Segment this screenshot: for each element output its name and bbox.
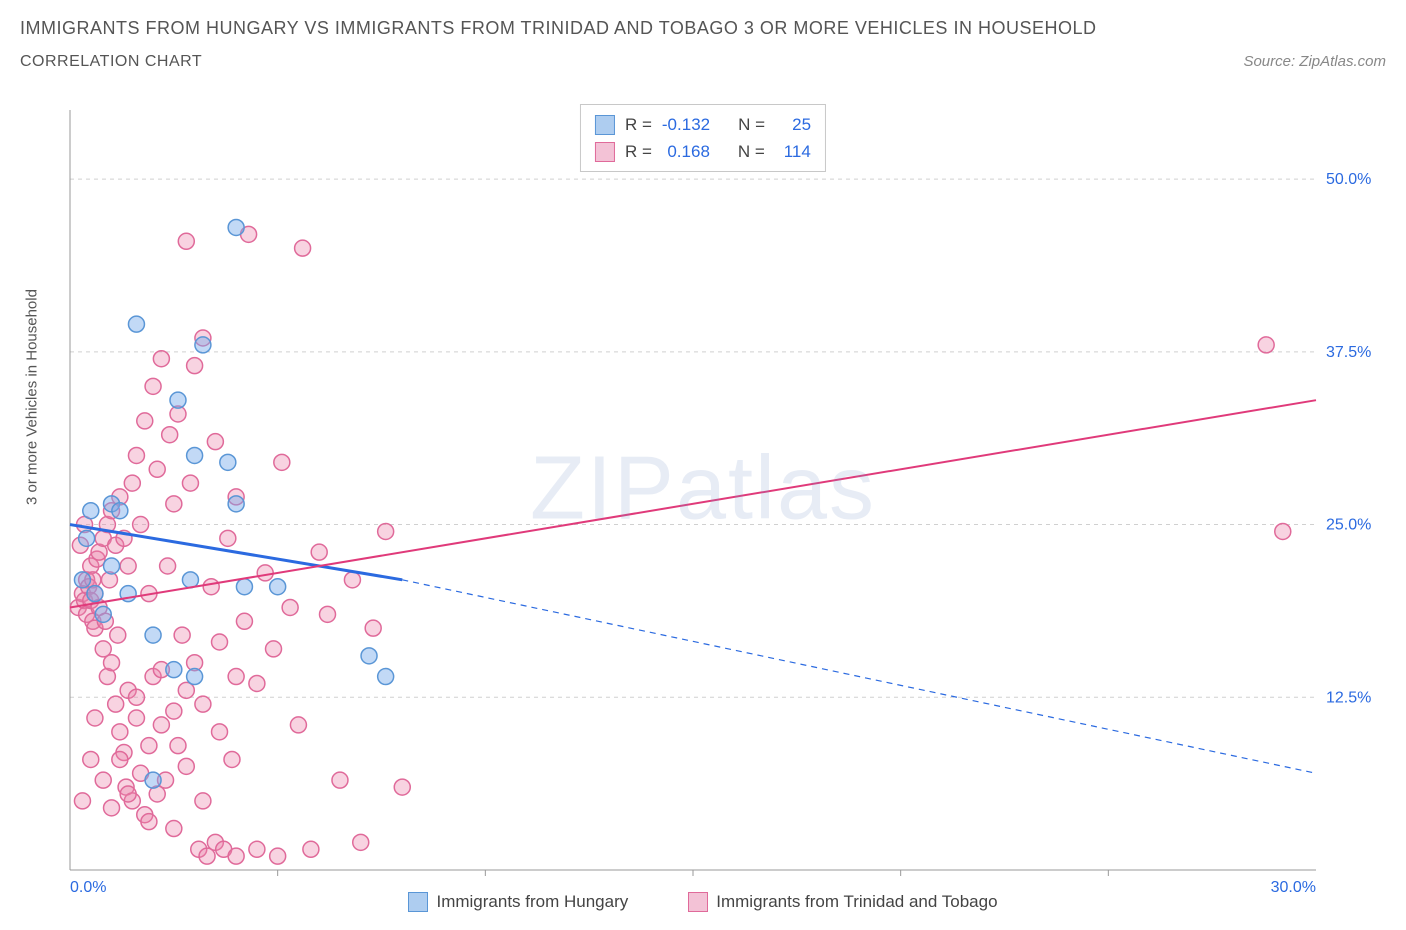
swatch-trinidad bbox=[595, 142, 615, 162]
chart-title: IMMIGRANTS FROM HUNGARY VS IMMIGRANTS FR… bbox=[20, 18, 1386, 39]
legend-item-hungary: Immigrants from Hungary bbox=[408, 892, 628, 912]
svg-text:37.5%: 37.5% bbox=[1326, 344, 1371, 361]
legend-item-trinidad: Immigrants from Trinidad and Tobago bbox=[688, 892, 997, 912]
y-axis-label: 3 or more Vehicles in Household bbox=[24, 289, 41, 505]
svg-text:50.0%: 50.0% bbox=[1326, 171, 1371, 188]
swatch-trinidad bbox=[688, 892, 708, 912]
source-attribution: Source: ZipAtlas.com bbox=[1243, 53, 1386, 70]
series-legend: Immigrants from Hungary Immigrants from … bbox=[20, 892, 1386, 912]
legend-row-trinidad: R = 0.168 N = 114 bbox=[595, 138, 811, 165]
legend-row-hungary: R = -0.132 N = 25 bbox=[595, 111, 811, 138]
scatter-chart: 12.5%25.0%37.5%50.0%0.0%30.0% bbox=[20, 100, 1386, 910]
chart-subtitle: CORRELATION CHART bbox=[20, 53, 202, 71]
svg-text:12.5%: 12.5% bbox=[1326, 689, 1371, 706]
swatch-hungary bbox=[595, 115, 615, 135]
svg-text:25.0%: 25.0% bbox=[1326, 517, 1371, 534]
swatch-hungary bbox=[408, 892, 428, 912]
correlation-legend: R = -0.132 N = 25 R = 0.168 N = 114 bbox=[580, 104, 826, 172]
chart-area: 3 or more Vehicles in Household ZIPatlas… bbox=[20, 100, 1386, 910]
